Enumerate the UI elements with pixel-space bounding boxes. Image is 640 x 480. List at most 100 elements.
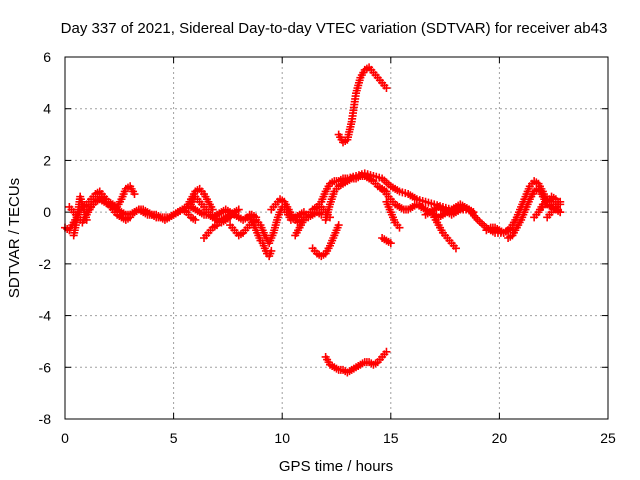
data-point: [532, 210, 541, 219]
data-point: [332, 364, 341, 373]
data-point: [228, 223, 237, 232]
data-point: [115, 212, 124, 221]
data-point: [325, 202, 334, 211]
data-point: [332, 184, 341, 193]
data-point: [232, 206, 241, 215]
data-point: [545, 210, 554, 219]
data-point: [332, 177, 341, 186]
data-point: [141, 206, 150, 215]
data-point: [328, 178, 337, 187]
data-point: [206, 210, 215, 219]
data-point: [324, 182, 333, 191]
data-point: [197, 187, 206, 196]
series-arc-t: [430, 213, 460, 253]
data-point: [524, 184, 533, 193]
data-point: [324, 244, 333, 253]
data-point: [302, 213, 311, 222]
data-point: [259, 241, 268, 250]
data-point: [436, 204, 445, 213]
series-arc-u: [421, 202, 478, 219]
data-point: [197, 209, 206, 218]
data-point: [488, 223, 497, 232]
data-point: [362, 64, 371, 73]
data-point: [328, 361, 337, 370]
data-point: [362, 358, 371, 367]
data-point: [351, 92, 360, 101]
data-point: [278, 196, 287, 205]
series-arc-down: [321, 347, 391, 377]
data-point: [273, 197, 282, 206]
data-point: [367, 65, 376, 74]
data-point: [310, 246, 319, 255]
data-point: [67, 205, 76, 214]
series-arc-s: [378, 234, 395, 248]
y-tick-label: 2: [43, 152, 51, 168]
series-arc-d: [82, 192, 135, 224]
data-point: [93, 195, 102, 204]
data-point: [251, 223, 260, 232]
data-point: [371, 71, 380, 80]
data-point: [255, 234, 264, 242]
data-point: [390, 215, 399, 224]
series-arc-z: [543, 197, 565, 222]
data-point: [269, 202, 278, 211]
data-point: [449, 241, 458, 250]
data-point: [248, 218, 257, 227]
series-arc-a: [61, 182, 139, 235]
series-arc-c: [69, 192, 91, 240]
data-point: [375, 173, 384, 182]
data-point: [349, 172, 358, 181]
x-tick-label: 20: [492, 430, 508, 446]
data-point: [129, 187, 138, 196]
data-point: [193, 195, 202, 204]
series-arc-r: [382, 197, 404, 232]
data-point: [384, 192, 393, 201]
y-tick-label: 6: [43, 49, 51, 65]
plot-frame: [64, 56, 609, 420]
data-point: [137, 205, 146, 214]
data-point: [437, 226, 446, 235]
data-point: [527, 179, 536, 188]
data-point: [336, 365, 345, 374]
data-point: [228, 209, 237, 218]
y-tick-label: -2: [39, 256, 52, 272]
data-point: [145, 209, 154, 218]
data-point: [354, 361, 363, 370]
data-point: [207, 202, 216, 211]
data-point: [337, 135, 346, 144]
data-point: [441, 231, 450, 240]
y-tick-label: -6: [39, 359, 52, 375]
data-point: [383, 200, 392, 209]
data-point: [410, 193, 419, 202]
x-tick-label: 10: [274, 430, 290, 446]
data-point: [306, 208, 315, 217]
data-point: [406, 204, 415, 213]
data-point: [193, 206, 202, 215]
data-point: [445, 236, 454, 245]
data-point: [315, 200, 324, 209]
data-point: [202, 205, 211, 214]
data-point: [395, 223, 404, 232]
data-point: [210, 222, 219, 231]
data-point: [283, 202, 292, 211]
data-point: [436, 212, 445, 221]
data-point: [467, 206, 476, 215]
data-point: [97, 193, 106, 202]
data-point: [393, 186, 402, 195]
data-point: [128, 209, 137, 218]
y-tick-label: -8: [39, 411, 52, 427]
data-point: [515, 218, 524, 227]
data-point: [102, 197, 111, 206]
series-arc-v: [482, 177, 552, 237]
data-point: [202, 195, 211, 204]
y-axis-label: SDTVAR / TECUs: [6, 178, 23, 298]
data-point: [385, 205, 394, 214]
data-point: [232, 228, 241, 237]
data-point: [454, 206, 463, 215]
data-point: [336, 180, 345, 189]
y-tick-label: 4: [43, 101, 51, 117]
data-point: [273, 215, 282, 224]
data-point: [210, 214, 219, 223]
data-point: [375, 355, 384, 364]
